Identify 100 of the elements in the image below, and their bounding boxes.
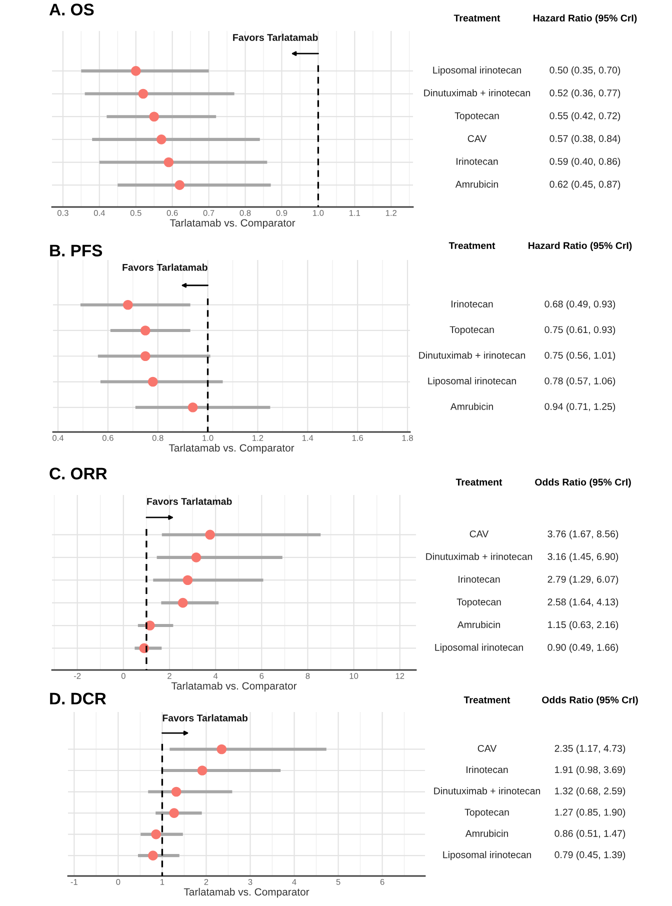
point xyxy=(171,786,182,797)
y-tick-label: Topotecan xyxy=(456,598,501,608)
point xyxy=(140,326,150,336)
y-tick-label: Dinutuximab + irinotecan xyxy=(434,787,540,794)
y-axis-title: Treatment xyxy=(456,478,502,486)
y2-axis-title: Hazard Ratio (95% CrI) xyxy=(528,242,632,251)
data-label: 0.79 (0.45, 1.39) xyxy=(554,851,626,860)
x-tick-label: 0.4 xyxy=(52,435,64,441)
x-tick-label: 12 xyxy=(396,673,404,679)
point xyxy=(164,157,174,168)
y-tick-label: Dinutuximab + irinotecan xyxy=(426,552,532,560)
data-label: 0.55 (0.42, 0.72) xyxy=(550,112,620,122)
y-tick-label: CAV xyxy=(468,135,487,142)
x-tick-label: 0.7 xyxy=(203,210,214,216)
y-tick-label: Topotecan xyxy=(464,808,509,818)
data-label: 0.78 (0.57, 1.06) xyxy=(544,377,616,386)
x-tick-label: 1.4 xyxy=(302,435,314,441)
x-tick-label: 1.0 xyxy=(313,210,324,216)
y-tick-label: Liposomal irinotecan xyxy=(443,851,531,860)
data-label: 0.59 (0.40, 0.86) xyxy=(550,158,620,167)
point xyxy=(156,134,166,144)
x-tick-label: 0 xyxy=(116,879,120,885)
y2-axis-title: Hazard Ratio (95% CrI) xyxy=(534,14,637,24)
data-label: 2.58 (1.64, 4.13) xyxy=(548,598,618,608)
point xyxy=(148,376,158,387)
point xyxy=(138,88,148,99)
x-tick-label: 0.6 xyxy=(166,210,178,216)
x-tick-label: 1.8 xyxy=(402,435,413,441)
y-tick-label: Dinutuximab + irinotecan xyxy=(424,89,530,96)
x-axis-title: Tarlatamab vs. Comparator xyxy=(170,218,296,229)
data-label: 0.86 (0.51, 1.47) xyxy=(554,830,626,839)
x-tick-label: 0 xyxy=(121,673,126,679)
text: Favors Tarlatamab xyxy=(233,34,318,41)
x-tick-label: 6 xyxy=(380,879,384,885)
x-tick-label: 5 xyxy=(336,879,340,885)
text: Favors Tarlatamab xyxy=(147,498,232,505)
point xyxy=(169,808,179,818)
x-tick-label: 6 xyxy=(260,673,264,679)
chart-title: A. OS xyxy=(49,4,94,16)
point xyxy=(205,530,215,540)
y-axis-title: Treatment xyxy=(464,696,510,704)
x-axis-title: Tarlatamab vs. Comparator xyxy=(184,888,310,898)
y-tick-label: Dinutuximab + irinotecan xyxy=(419,352,526,359)
x-tick-label: 0.8 xyxy=(240,210,251,216)
data-label: 0.50 (0.35, 0.70) xyxy=(550,66,620,76)
x-tick-label: 4 xyxy=(292,879,296,885)
y-tick-label: CAV xyxy=(478,744,497,752)
y-tick-label: Irinotecan xyxy=(458,576,500,583)
x-tick-label: 0.3 xyxy=(57,210,68,216)
x-axis-title: Tarlatamab vs. Comparator xyxy=(171,682,297,692)
x-tick-label: 10 xyxy=(350,673,358,679)
chart-title: B. PFS xyxy=(50,244,102,256)
x-tick-label: -1 xyxy=(70,879,78,885)
point xyxy=(130,66,141,76)
point xyxy=(140,351,150,362)
x-tick-label: 3 xyxy=(248,879,252,885)
y-tick-label: Amrubicin xyxy=(457,620,500,628)
y-tick-label: Topotecan xyxy=(454,112,499,122)
y-tick-label: Irinotecan xyxy=(466,766,508,774)
y-tick-label: Irinotecan xyxy=(452,300,493,308)
y-tick-label: Amrubicin xyxy=(465,830,508,837)
point xyxy=(122,300,133,310)
data-label: 0.90 (0.49, 1.66) xyxy=(548,644,618,653)
x-tick-label: 1.0 xyxy=(202,435,214,441)
x-tick-label: 0.6 xyxy=(102,435,114,441)
data-label: 3.76 (1.67, 8.56) xyxy=(548,530,618,540)
y-axis-title: Treatment xyxy=(454,14,500,22)
data-label: 2.35 (1.17, 4.73) xyxy=(554,744,626,754)
y-tick-label: Amrubicin xyxy=(455,180,498,188)
data-label: 2.79 (1.29, 6.07) xyxy=(548,576,618,585)
x-tick-label: 1.2 xyxy=(386,210,396,216)
y-tick-label: Liposomal irinotecan xyxy=(433,66,521,76)
point xyxy=(151,829,161,840)
y2-axis-title: Odds Ratio (95% CrI) xyxy=(535,478,631,488)
data-label: 0.52 (0.36, 0.77) xyxy=(550,89,620,98)
point xyxy=(197,766,208,776)
y2-axis-title: Odds Ratio (95% CrI) xyxy=(542,696,638,706)
point xyxy=(216,744,227,754)
point xyxy=(191,552,202,562)
y-axis-title: Treatment xyxy=(448,242,496,250)
x-tick-label: 0.8 xyxy=(152,435,164,441)
data-label: 3.16 (1.45, 6.90) xyxy=(548,552,618,562)
y-tick-label: Amrubicin xyxy=(450,402,493,410)
data-label: 1.32 (0.68, 2.59) xyxy=(555,787,626,796)
x-tick-label: 1.1 xyxy=(350,210,360,216)
x-tick-label: 2 xyxy=(204,879,208,885)
x-tick-label: 0.4 xyxy=(94,210,105,216)
data-label: 0.75 (0.56, 1.01) xyxy=(544,352,616,361)
point xyxy=(148,850,158,860)
data-label: 0.57 (0.38, 0.84) xyxy=(550,134,620,144)
text: Favors Tarlatamab xyxy=(162,714,248,722)
data-label: 1.15 (0.63, 2.16) xyxy=(548,620,618,630)
point xyxy=(174,180,185,190)
y-tick-label: Topotecan xyxy=(450,326,494,336)
data-label: 1.91 (0.98, 3.69) xyxy=(555,766,626,776)
x-tick-label: 2 xyxy=(168,673,172,679)
x-axis-title: Tarlatamab vs. Comparator xyxy=(168,444,294,454)
x-tick-label: 8 xyxy=(306,673,310,679)
x-tick-label: 0.5 xyxy=(130,210,142,216)
data-label: 0.62 (0.45, 0.87) xyxy=(550,180,620,190)
